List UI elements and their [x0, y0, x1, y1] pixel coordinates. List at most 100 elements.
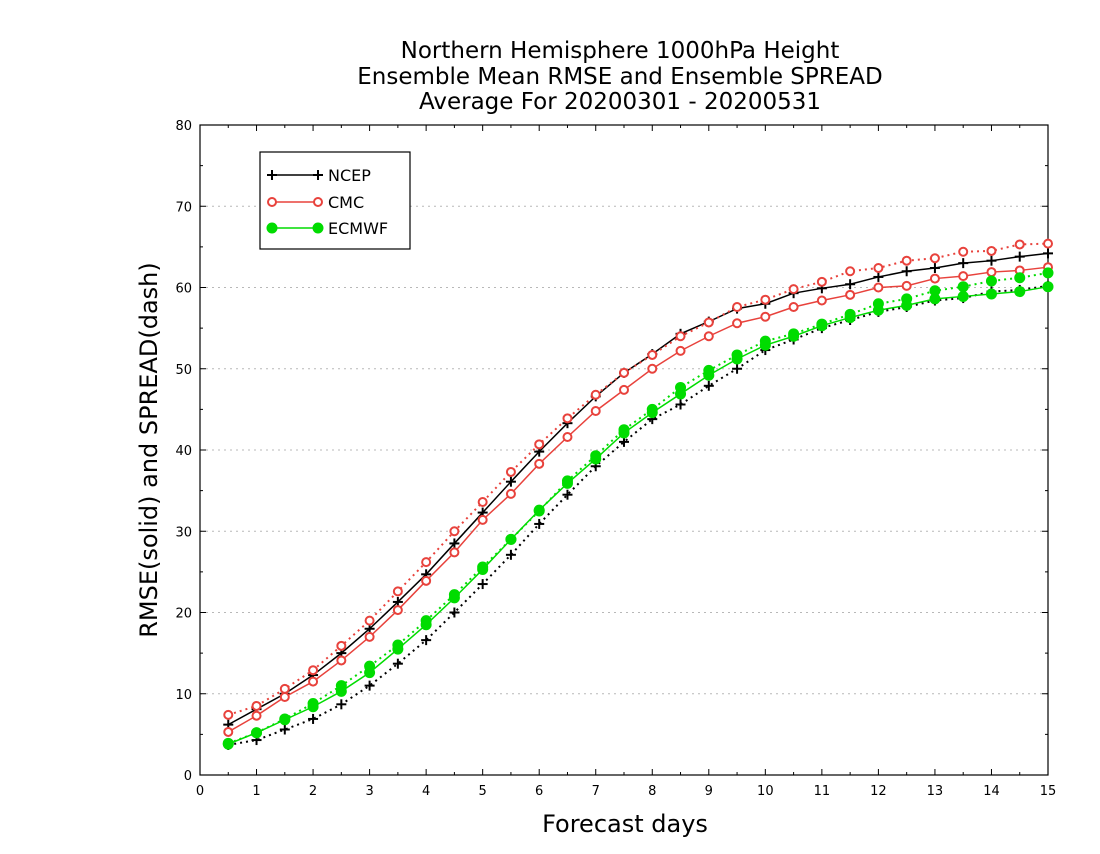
series-ecmwf-rmse-line: [227, 285, 1049, 745]
data-point-ncep-spread: [279, 724, 290, 735]
data-point-ncep-rmse: [958, 258, 969, 269]
data-point-ecmwf-spread: [1042, 267, 1054, 279]
x-tick-label: 7: [592, 784, 600, 799]
data-point-ecmwf-rmse: [675, 388, 687, 400]
gridlines: [200, 205, 1048, 695]
y-tick-label: 0: [184, 769, 192, 784]
data-point-cmc-rmse: [449, 547, 460, 558]
data-point-ecmwf-rmse: [759, 339, 771, 351]
data-point-ecmwf-rmse: [901, 299, 913, 311]
data-point-ecmwf-rmse: [844, 312, 856, 324]
data-point-ncep-spread: [562, 489, 573, 500]
data-point-cmc-spread: [788, 284, 799, 295]
x-tick-label: 12: [870, 784, 887, 799]
legend-marker-ecmwf: [312, 222, 324, 234]
data-point-cmc-rmse: [477, 514, 488, 525]
data-point-cmc-spread: [986, 245, 997, 256]
data-point-ecmwf-rmse: [646, 407, 658, 419]
y-tick-label: 80: [175, 119, 192, 134]
data-point-ncep-spread: [477, 579, 488, 590]
data-point-ncep-spread: [421, 635, 432, 646]
data-point-cmc-spread: [279, 683, 290, 694]
y-tick-label: 40: [175, 444, 192, 459]
data-point-ncep-rmse: [986, 255, 997, 266]
data-point-cmc-spread: [336, 640, 347, 651]
data-point-cmc-rmse: [873, 282, 884, 293]
data-point-cmc-spread: [1014, 239, 1025, 250]
legend-box: [259, 151, 411, 250]
legend-label-ecmwf: ECMWF: [328, 219, 388, 238]
data-point-cmc-rmse: [929, 273, 940, 284]
data-point-cmc-spread: [816, 276, 827, 287]
data-point-ncep-rmse: [929, 263, 940, 273]
series-ncep: [223, 248, 1053, 750]
data-point-ecmwf-rmse: [222, 738, 234, 750]
legend-marker-ncep: [267, 170, 277, 180]
data-point-cmc-rmse: [619, 384, 629, 395]
data-point-cmc-rmse: [958, 271, 969, 282]
data-point-ecmwf-rmse: [392, 643, 404, 655]
data-point-ecmwf-rmse: [307, 701, 319, 713]
data-point-ncep-spread: [732, 363, 743, 374]
y-tick-label: 60: [175, 282, 192, 297]
data-point-cmc-spread: [251, 700, 262, 711]
data-point-cmc-spread: [392, 586, 403, 597]
title-line-3: Average For 20200301 - 20200531: [419, 89, 821, 115]
data-point-cmc-rmse: [364, 631, 375, 642]
series-ecmwf-spread-line: [227, 271, 1049, 745]
series-cmc-rmse-line: [227, 266, 1049, 733]
data-point-cmc-rmse: [336, 655, 347, 666]
x-tick-label: 11: [814, 784, 831, 799]
data-point-cmc-rmse: [760, 311, 771, 322]
data-point-ncep-spread: [619, 436, 629, 447]
data-point-ecmwf-rmse: [788, 330, 800, 342]
x-tick-label: 1: [252, 784, 260, 799]
data-point-cmc-rmse: [534, 458, 545, 469]
y-axis-label: RMSE(solid) and SPREAD(dash): [135, 262, 163, 638]
data-point-ncep-spread: [505, 549, 516, 560]
data-point-ecmwf-rmse: [929, 293, 941, 305]
data-point-ncep-spread: [703, 380, 714, 391]
data-point-ecmwf-rmse: [533, 504, 545, 516]
legend-marker-ncep: [313, 170, 323, 180]
data-point-ecmwf-rmse: [1014, 286, 1026, 298]
data-point-cmc-rmse: [703, 331, 714, 342]
data-point-cmc-rmse: [421, 575, 432, 586]
data-point-cmc-spread: [619, 367, 629, 378]
data-point-cmc-spread: [308, 665, 319, 676]
data-point-ncep-rmse: [505, 476, 516, 487]
data-point-cmc-spread: [590, 389, 601, 400]
data-point-cmc-rmse: [901, 280, 912, 291]
y-tick-label: 20: [175, 607, 192, 622]
data-point-cmc-rmse: [590, 406, 601, 416]
x-tick-label: 5: [479, 784, 487, 799]
data-point-cmc-spread: [1043, 238, 1053, 249]
data-point-cmc-rmse: [845, 289, 856, 300]
data-point-cmc-rmse: [251, 710, 262, 721]
data-point-cmc-spread: [958, 246, 969, 257]
data-point-cmc-spread: [703, 317, 714, 328]
data-point-cmc-spread: [364, 615, 375, 626]
data-point-cmc-spread: [760, 294, 771, 305]
data-point-cmc-rmse: [223, 726, 234, 737]
data-point-cmc-rmse: [308, 676, 319, 687]
legend: NCEP CMC ECMWF: [259, 151, 411, 250]
data-point-ecmwf-rmse: [816, 320, 828, 332]
data-point-cmc-spread: [449, 526, 460, 537]
data-point-cmc-rmse: [732, 318, 743, 329]
x-tick-label: 14: [983, 784, 1000, 799]
series-layer: [222, 238, 1054, 750]
series-ncep-rmse-line: [227, 252, 1049, 726]
series-ncep-spread-line: [228, 284, 1049, 746]
data-point-ecmwf-rmse: [279, 714, 291, 726]
data-point-ncep-spread: [534, 518, 545, 529]
y-tick-label: 50: [175, 363, 192, 378]
x-tick-label: 4: [422, 784, 430, 799]
data-point-ecmwf-rmse: [448, 592, 460, 604]
y-tick-label: 10: [175, 688, 192, 703]
data-point-cmc-spread: [732, 302, 743, 312]
data-point-ncep-rmse: [449, 538, 460, 549]
x-tick-label: 0: [196, 784, 204, 799]
